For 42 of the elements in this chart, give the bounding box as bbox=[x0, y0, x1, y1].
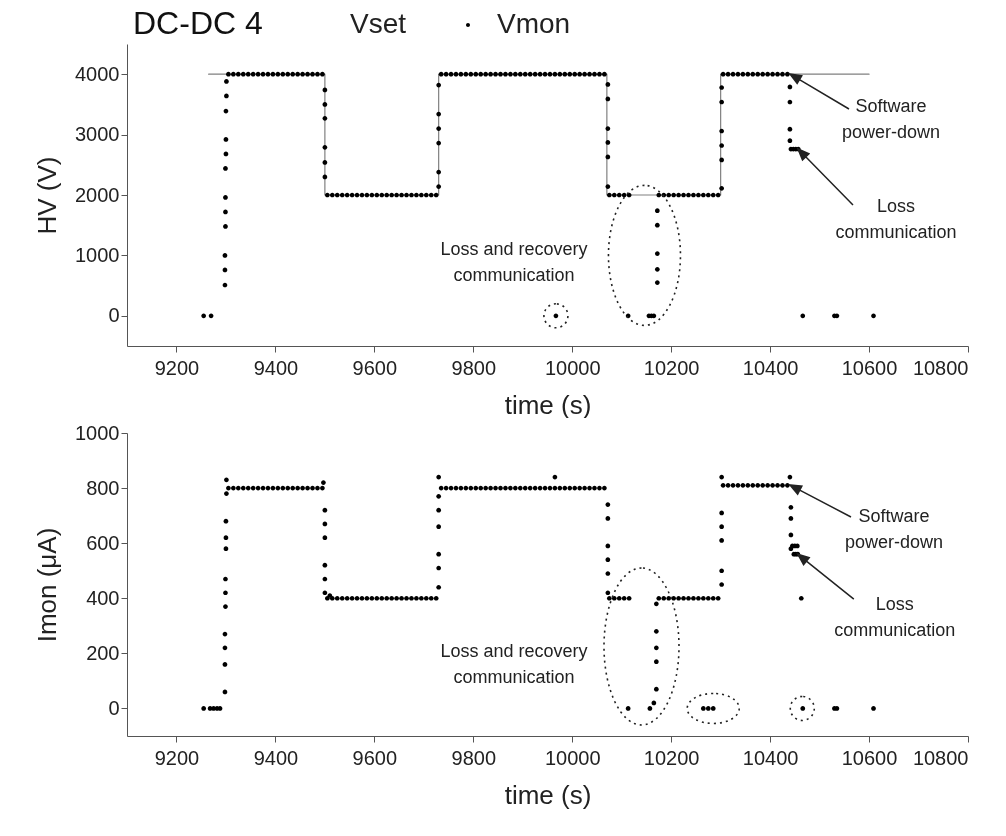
y-tick-label: 4000 bbox=[75, 62, 120, 85]
y-axis-title: Imon (μA) bbox=[32, 527, 63, 643]
y-tick-label: 1000 bbox=[75, 243, 120, 266]
y-tick-label: 1000 bbox=[75, 421, 120, 444]
x-tick-label: 9600 bbox=[352, 746, 398, 769]
x-tick-label: 10400 bbox=[742, 356, 799, 379]
y-tick-label: 3000 bbox=[75, 123, 120, 146]
annotation: Software power-down bbox=[841, 96, 941, 142]
y-tick-label: 0 bbox=[108, 304, 120, 327]
y-tick-label: 400 bbox=[86, 586, 120, 609]
series-label: Vset bbox=[350, 8, 407, 39]
x-tick-label: 10000 bbox=[544, 746, 601, 769]
x-tick-label: 9800 bbox=[451, 356, 497, 379]
annotation: Loss communication bbox=[834, 594, 956, 641]
x-tick-label: 10800 bbox=[912, 356, 969, 379]
y-tick-label: 200 bbox=[86, 641, 120, 664]
annotation: Software power-down bbox=[844, 506, 944, 552]
x-tick-label: 9400 bbox=[253, 356, 299, 379]
x-tick-label: 10000 bbox=[544, 356, 601, 379]
chart-title: DC-DC 4 bbox=[133, 5, 263, 41]
x-tick-label: 9200 bbox=[154, 746, 200, 769]
x-tick-label: 9400 bbox=[253, 746, 299, 769]
annotation: Loss and recovery communication bbox=[440, 239, 588, 285]
x-axis-title: time (s) bbox=[504, 389, 592, 420]
x-tick-label: 10800 bbox=[912, 746, 969, 769]
y-tick-label: 600 bbox=[86, 531, 120, 554]
x-tick-label: 10600 bbox=[841, 356, 898, 379]
x-tick-label: 9800 bbox=[451, 746, 497, 769]
x-tick-label: 9200 bbox=[154, 356, 200, 379]
x-tick-label: 10200 bbox=[643, 356, 700, 379]
legend-label: Vmon bbox=[497, 8, 571, 39]
x-tick-label: 9600 bbox=[352, 356, 398, 379]
y-axis-title: HV (V) bbox=[32, 156, 63, 235]
y-tick-label: 0 bbox=[108, 696, 120, 719]
annotation: Loss communication bbox=[835, 196, 957, 242]
annotation: Loss and recovery communication bbox=[440, 641, 588, 687]
x-tick-label: 10200 bbox=[643, 746, 700, 769]
x-tick-label: 10600 bbox=[841, 746, 898, 769]
x-tick-label: 10400 bbox=[742, 746, 799, 769]
y-tick-label: 2000 bbox=[75, 183, 120, 206]
x-axis-title: time (s) bbox=[504, 779, 592, 810]
y-tick-label: 800 bbox=[86, 476, 120, 499]
